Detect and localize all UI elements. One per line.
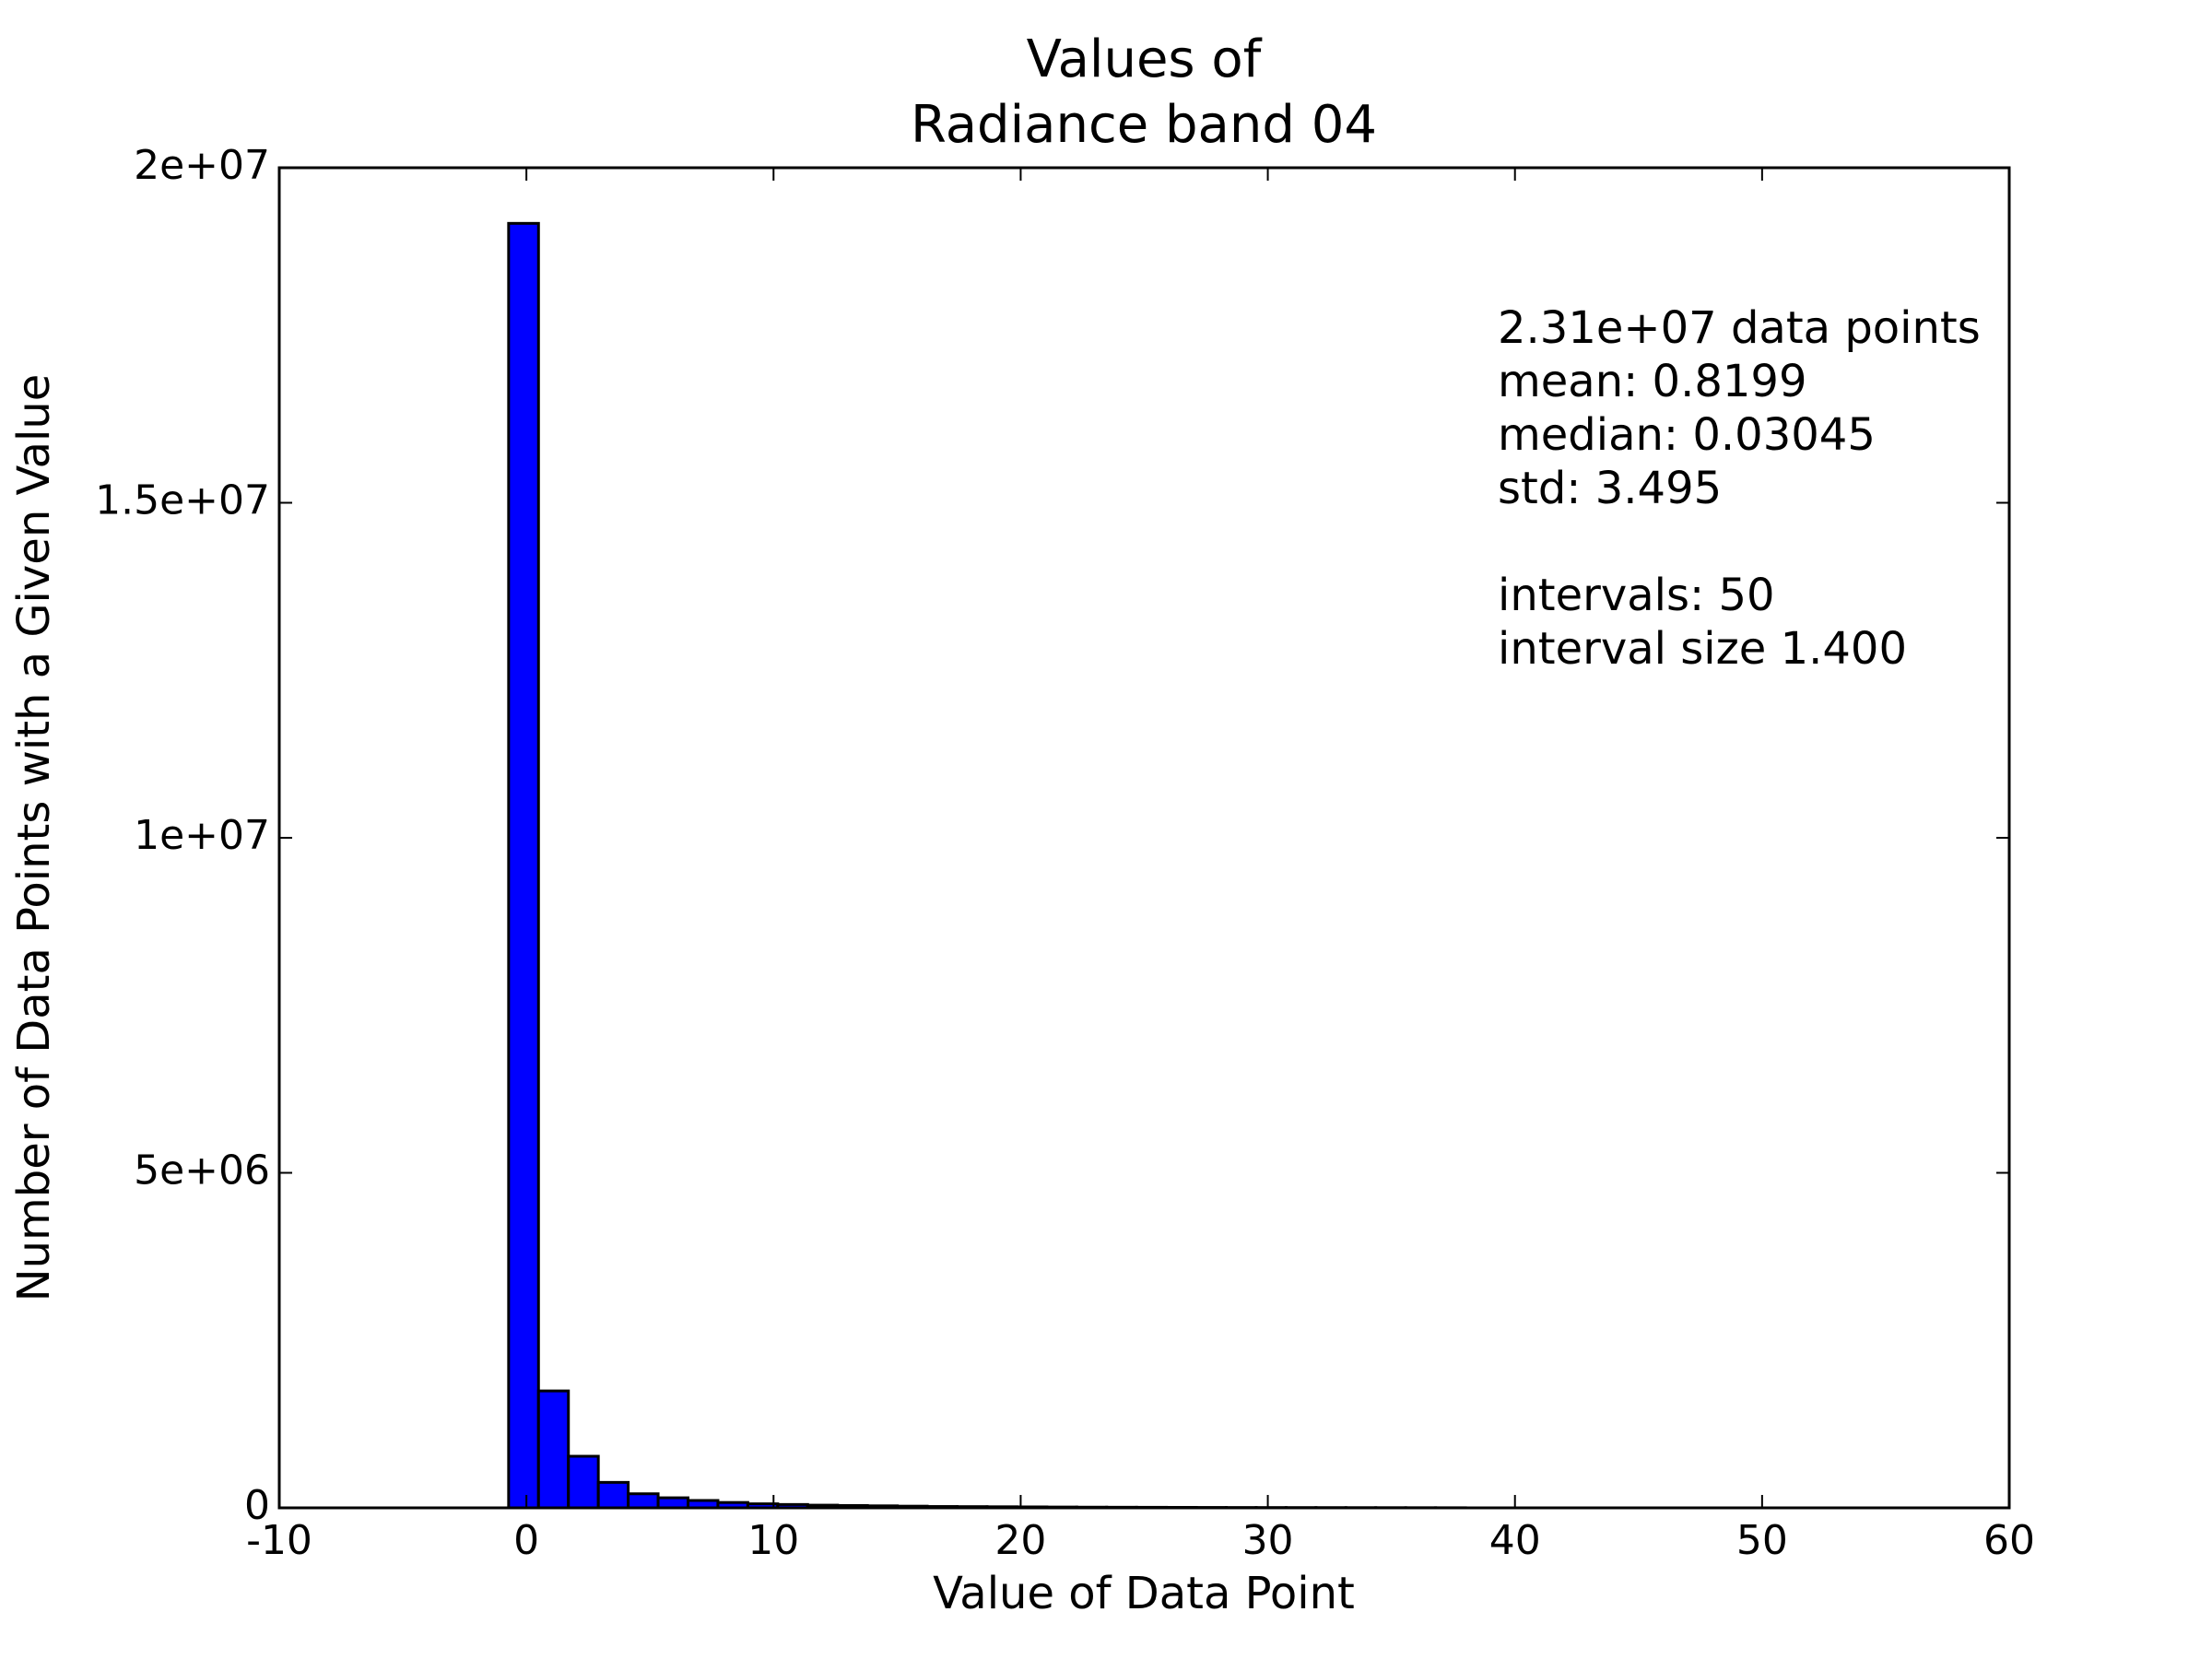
x-axis-label: Value of Data Point	[933, 1568, 1355, 1619]
x-tick-label: 50	[1736, 1517, 1788, 1564]
chart-title: Radiance band 04	[911, 95, 1377, 155]
y-tick-label: 5e+06	[134, 1147, 270, 1194]
annotation: std: 3.495	[1498, 463, 1722, 514]
y-tick-label: 1.5e+07	[95, 477, 270, 524]
bar	[627, 1492, 660, 1510]
annotation: intervals: 50	[1498, 570, 1775, 621]
x-tick-label: 40	[1489, 1517, 1541, 1564]
x-tick-label: 60	[1983, 1517, 2035, 1564]
annotation: 2.31e+07 data points	[1498, 302, 1981, 354]
chart-title: Values of	[1027, 29, 1263, 89]
bar	[507, 221, 540, 1510]
annotation: mean: 0.8199	[1498, 356, 1807, 407]
annotation: median: 0.03045	[1498, 409, 1876, 461]
y-axis-label: Number of Data Points with a Given Value	[8, 374, 60, 1302]
bar	[567, 1454, 600, 1510]
x-tick-label: 0	[513, 1517, 539, 1564]
annotation: interval size 1.400	[1498, 623, 1907, 675]
bar	[656, 1496, 690, 1510]
bar	[536, 1389, 571, 1510]
x-tick-label: 30	[1242, 1517, 1294, 1564]
y-tick-label: 2e+07	[134, 142, 270, 189]
bar	[596, 1480, 630, 1510]
y-tick-label: 1e+07	[134, 812, 270, 859]
x-tick-label: -10	[246, 1517, 312, 1564]
x-tick-label: 10	[747, 1517, 799, 1564]
x-tick-label: 20	[994, 1517, 1046, 1564]
y-tick-label: 0	[244, 1482, 270, 1529]
